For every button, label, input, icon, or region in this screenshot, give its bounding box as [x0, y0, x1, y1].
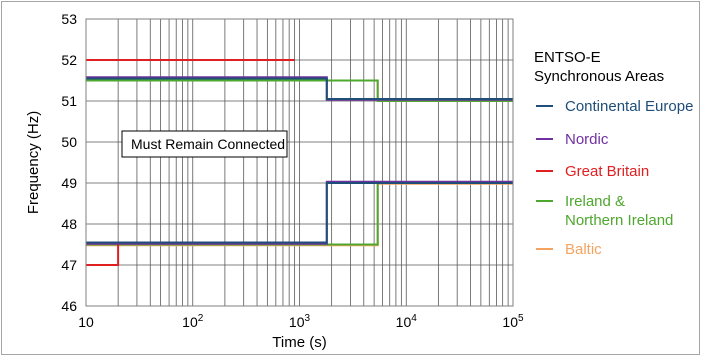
- series-line-1-lower: [86, 182, 513, 244]
- y-tick-label: 49: [61, 175, 77, 191]
- y-tick-labels: 46 47 48 49 50 51 52 53: [61, 11, 77, 314]
- legend: ENTSO-E Synchronous Areas Continental Eu…: [534, 49, 693, 258]
- y-tick-label: 46: [61, 298, 77, 314]
- plot-border: [85, 18, 514, 307]
- legend-label-4: Ireland & Northern Ireland: [565, 193, 673, 229]
- annotation-box: Must Remain Connected: [121, 130, 288, 158]
- y-tick-label: 51: [61, 93, 77, 109]
- series-line-4-upper: [86, 79, 513, 102]
- y-tick-label: 53: [61, 11, 77, 27]
- x-tick-label: 102: [182, 313, 204, 330]
- x-tick-label: 103: [289, 313, 311, 330]
- y-tick-label: 47: [61, 257, 77, 273]
- y-tick-label: 48: [61, 216, 77, 232]
- series-line-1-upper: [86, 77, 513, 100]
- y-axis-label: Frequency (Hz): [25, 111, 42, 214]
- y-tick-label: 50: [61, 134, 77, 150]
- legend-label-1: Continental Europe: [565, 98, 693, 115]
- x-tick-label: 105: [502, 313, 524, 330]
- legend-title-line-1: ENTSO-E: [534, 49, 601, 66]
- legend-label-5: Baltic: [565, 241, 602, 258]
- x-tick-labels: 10 102 103 104 105: [78, 313, 524, 330]
- x-tick-label: 10: [78, 314, 94, 330]
- series-line-3-lower: [86, 244, 120, 266]
- grid: [86, 18, 513, 307]
- x-tick-label: 104: [396, 313, 418, 330]
- annotation-text: Must Remain Connected: [131, 136, 285, 152]
- y-tick-label: 52: [61, 52, 77, 68]
- series-lines: [86, 59, 513, 266]
- legend-label-3: Great Britain: [565, 163, 649, 180]
- legend-title-line-2: Synchronous Areas: [534, 68, 664, 85]
- x-axis-label: Time (s): [272, 334, 326, 351]
- legend-label-2: Nordic: [565, 131, 609, 148]
